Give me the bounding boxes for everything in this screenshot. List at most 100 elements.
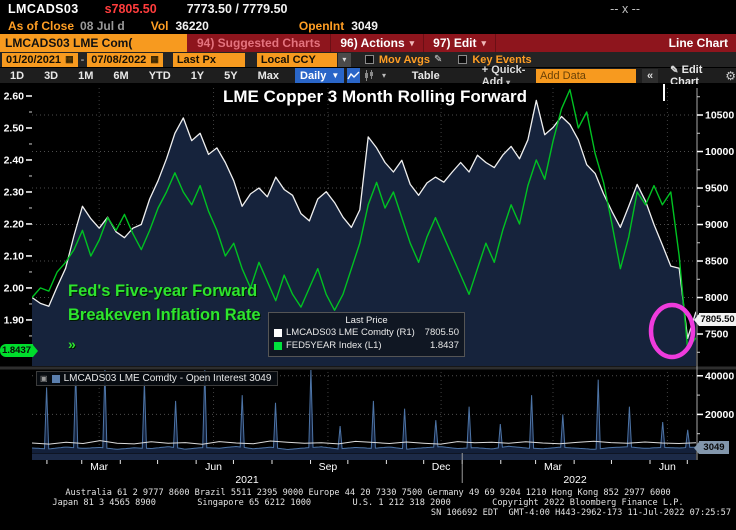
pencil-icon: ✎	[670, 64, 679, 76]
footer-session-info: SN 106692 EDT GMT-4:00 H443-2962-173 11-…	[430, 507, 731, 518]
edit-menu[interactable]: 97) Edit ▾	[424, 34, 497, 52]
svg-text:2.30: 2.30	[4, 186, 25, 198]
svg-text:Mar: Mar	[544, 461, 563, 473]
legend-rows: LMCADS03 LME Comdty (R1) 7805.50 FED5YEAR …	[274, 327, 459, 353]
candlestick-chart-icon[interactable]	[363, 68, 375, 83]
annotation-line-2: Breakeven Inflation Rate	[68, 305, 261, 324]
open-interest-value: 3049	[351, 18, 378, 33]
last-settle-price: s7805.50	[104, 1, 157, 16]
period-button-3d[interactable]: 3D	[44, 69, 59, 82]
footer-phones-1: Australia 61 2 9777 8600 Brazil 5511 239…	[65, 488, 671, 498]
collapse-panel-button[interactable]: «	[642, 68, 659, 83]
period-button-1d[interactable]: 1D	[10, 69, 25, 82]
actions-menu[interactable]: 96) Actions ▾	[331, 34, 425, 52]
chart-annotation[interactable]: Fed's Five-year Forward Breakeven Inflat…	[68, 280, 261, 354]
mov-avgs-checkbox[interactable]	[364, 55, 374, 64]
svg-text:9500: 9500	[705, 183, 729, 195]
quote-line-1: LMCADS03 s7805.50 7773.50 / 7779.50 -- x…	[0, 0, 736, 17]
calendar-icon: ▦	[65, 54, 74, 64]
gear-icon[interactable]: ⚙	[725, 68, 736, 83]
legend-row: FED5YEAR Index (L1) 1.8437	[274, 340, 459, 353]
legend-row: LMCADS03 LME Comdty (R1) 7805.50	[274, 327, 459, 340]
frequency-select[interactable]: Daily ▼	[295, 68, 345, 83]
date-range-dash: -	[80, 53, 85, 66]
security-input[interactable]: LMCADS03 LME Com(	[0, 34, 187, 52]
svg-text:8000: 8000	[705, 292, 729, 304]
svg-text:2.60: 2.60	[4, 90, 25, 102]
period-button-ytd[interactable]: YTD	[148, 69, 171, 82]
svg-text:2.10: 2.10	[4, 250, 25, 262]
table-button[interactable]: Table	[411, 69, 440, 82]
svg-text:10500: 10500	[705, 110, 734, 122]
bid-ask: 7773.50 / 7779.50	[186, 1, 288, 16]
currency-select[interactable]: Local CCY	[256, 52, 337, 67]
svg-text:20000: 20000	[705, 409, 734, 421]
add-data-input[interactable]	[536, 68, 637, 83]
svg-text:Jun: Jun	[205, 461, 222, 473]
period-button-1m[interactable]: 1M	[78, 69, 94, 82]
svg-text:40000: 40000	[705, 370, 734, 382]
caret-down-icon: ▼	[331, 71, 340, 80]
period-button-6m[interactable]: 6M	[113, 69, 129, 82]
price-type-select[interactable]: Last Px	[172, 52, 245, 67]
legend-swatch	[274, 342, 282, 351]
period-button-1y[interactable]: 1Y	[190, 69, 205, 82]
open-interest-label: OpenInt	[298, 18, 345, 33]
legend-value: 1.8437	[429, 339, 459, 351]
volume-value: 36220	[175, 18, 209, 33]
period-button-max[interactable]: Max	[257, 69, 280, 82]
open-interest-last-callout: 3049	[694, 441, 729, 454]
menu-bar: LMCADS03 LME Com( 94) Suggested Charts 9…	[0, 34, 736, 52]
svg-text:7500: 7500	[705, 329, 729, 341]
legend-title: Last Price	[345, 315, 388, 326]
svg-text:1.90: 1.90	[4, 314, 25, 326]
suggested-charts-menu[interactable]: 94) Suggested Charts	[187, 34, 332, 52]
line-chart-icon[interactable]	[347, 68, 361, 83]
collapse-box-icon[interactable]: ▣	[40, 374, 48, 383]
calendar-icon: ▦	[150, 54, 159, 64]
open-interest-legend[interactable]: ▣ LMCADS03 LME Comdty - Open Interest 30…	[36, 371, 279, 386]
svg-text:Dec: Dec	[432, 461, 451, 473]
date-from-input[interactable]: 01/20/2021 ▦	[2, 52, 78, 67]
annotation-marker: »	[68, 335, 76, 352]
quote-line-2: As of Close 08 Jul d Vol 36220 OpenInt 3…	[0, 17, 736, 34]
key-events-label: Key Events	[472, 53, 532, 66]
pencil-icon[interactable]: ✎	[433, 54, 443, 65]
mov-avgs-label: Mov Avgs	[378, 53, 430, 66]
legend-swatch	[274, 329, 282, 338]
svg-text:Sep: Sep	[319, 461, 338, 473]
fed5year-last-callout: 1.8437	[0, 344, 38, 357]
chart-legend[interactable]: Last Price LMCADS03 LME Comdty (R1) 7805.…	[268, 312, 465, 357]
caret-down-icon: ▾	[409, 37, 415, 48]
chart-title: LME Copper 3 Month Rolling Forward	[222, 87, 528, 106]
legend-label: LMCADS03 LME Comdty (R1)	[286, 327, 415, 338]
period-button-5y[interactable]: 5Y	[224, 69, 238, 82]
period-buttons: 1D 3D 1M 6M YTD 1Y 5Y Max	[0, 70, 289, 82]
legend-label: FED5YEAR Index (L1)	[286, 339, 382, 351]
caret-down-icon: ▾	[506, 77, 511, 87]
svg-text:Mar: Mar	[90, 461, 109, 473]
svg-text:9000: 9000	[705, 219, 729, 231]
copper-last-callout: 7805.50	[694, 313, 736, 326]
open-interest-label: LMCADS03 LME Comdty - Open Interest 3049	[63, 373, 272, 384]
as-of-label: As of Close	[8, 18, 75, 33]
svg-text:Jun: Jun	[659, 461, 676, 473]
ticker-symbol: LMCADS03	[8, 1, 79, 16]
period-toolbar-row: 1D 3D 1M 6M YTD 1Y 5Y Max Daily ▼ ▾ Table + Qui…	[0, 64, 736, 88]
date-to-input[interactable]: 07/08/2022 ▦	[87, 52, 163, 67]
key-events-checkbox[interactable]	[458, 55, 468, 64]
currency-dropdown-button[interactable]: ▾	[337, 52, 351, 67]
svg-text:2.50: 2.50	[4, 122, 25, 134]
svg-text:10000: 10000	[705, 146, 734, 158]
volume-label: Vol	[150, 18, 169, 33]
svg-text:2021: 2021	[235, 474, 259, 486]
bid-ask-size: -- x --	[610, 1, 640, 16]
range-controls-row: 01/20/2021 ▦ - 07/08/2022 ▦ Last Px Loca…	[0, 52, 736, 68]
chart-style-dropdown[interactable]: ▾	[382, 71, 387, 80]
legend-value: 7805.50	[424, 327, 459, 338]
quick-add-button[interactable]: + Quick-Add ▾	[481, 63, 526, 88]
svg-text:2.00: 2.00	[4, 282, 25, 294]
footer-phones-2: Japan 81 3 4565 8900 Singapore 65 6212 1…	[52, 497, 684, 508]
svg-text:2.20: 2.20	[4, 218, 25, 230]
